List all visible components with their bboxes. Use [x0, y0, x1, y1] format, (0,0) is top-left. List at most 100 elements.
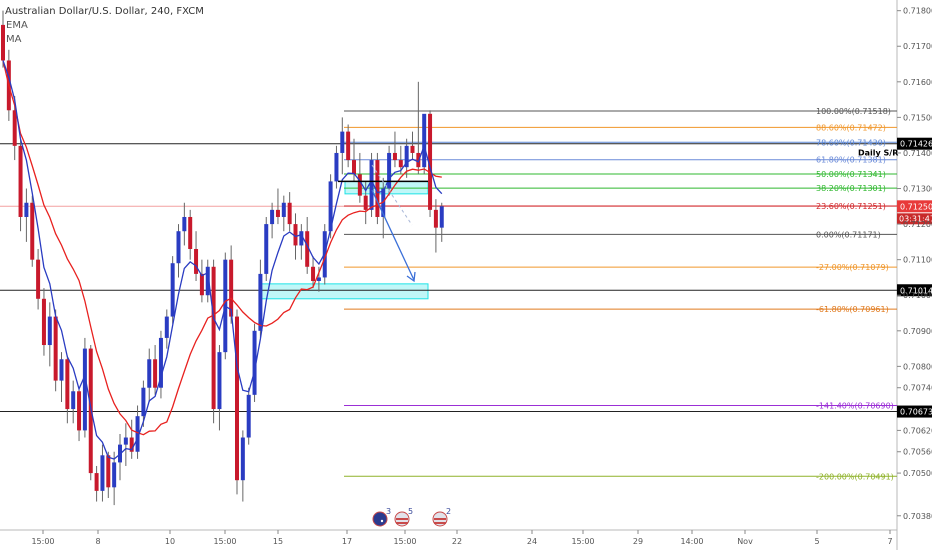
- candle-body: [77, 391, 82, 431]
- candle-body: [433, 209, 438, 228]
- candle-body: [106, 455, 111, 488]
- candle-body: [112, 462, 117, 488]
- ma-layer: [2, 60, 443, 460]
- fib-level-label: 61.80%(0.71381): [816, 156, 886, 165]
- countdown-tag: [897, 213, 932, 225]
- candle-body: [71, 391, 76, 410]
- time-tick-label: 5: [814, 537, 819, 546]
- event-flag-icon[interactable]: 2: [432, 507, 451, 527]
- event-flag-circle: [372, 511, 388, 527]
- candle-body: [59, 359, 64, 381]
- candle-body: [12, 110, 17, 146]
- sr-level-note: Daily S/R: [858, 149, 898, 158]
- sr-level-tag: [897, 284, 932, 297]
- fib-level-label: 88.60%(0.71472): [816, 123, 886, 132]
- projection-arrow-head: [406, 271, 416, 283]
- fib-layer: 100.00%(0.71518) 88.60%(0.71472) 78.60%(0.…: [344, 107, 897, 481]
- event-flag-stripe: [396, 522, 408, 524]
- candle-body: [410, 145, 415, 153]
- time-axis[interactable]: 15:00 8 10 15:00 15 17 15:00 22 24 15:00 29 14:00 No…: [31, 530, 893, 546]
- time-tick-label: 15: [273, 537, 283, 546]
- sr-level-tag: [897, 137, 932, 150]
- candle-body: [398, 160, 403, 168]
- fib-level-label: -61.80%(0.70961): [816, 305, 889, 314]
- current-price-tag: [897, 200, 932, 213]
- event-flag-star: [380, 519, 384, 523]
- grid-layer: [0, 0, 898, 550]
- time-tick-label: Nov: [737, 537, 753, 546]
- sr-level-tag: [897, 405, 932, 418]
- candle-body: [41, 298, 46, 346]
- candle-body: [229, 259, 234, 317]
- zones-layer: [258, 180, 429, 300]
- candle-body: [65, 359, 70, 410]
- sr-level-label: 0.71426: [900, 140, 932, 149]
- candle-body: [47, 316, 52, 346]
- candle-body: [164, 316, 169, 338]
- projection-arrow-line: [371, 189, 415, 281]
- candle-body: [235, 316, 239, 481]
- candle-body: [258, 273, 263, 331]
- candle-body: [375, 160, 380, 217]
- time-tick-label: 15:00: [393, 537, 416, 546]
- annotations-layer: [338, 164, 428, 283]
- candle-body: [188, 216, 193, 249]
- candle-body: [82, 348, 87, 431]
- current-price-label: 0.71250: [900, 202, 932, 211]
- time-tick-label: 15:00: [213, 537, 236, 546]
- candle-body: [305, 231, 310, 267]
- countdown-label: 03:31:47: [899, 214, 932, 223]
- fib-level-label: -27.00%(0.71079): [816, 263, 889, 272]
- candle-body: [211, 266, 216, 410]
- candle-body: [422, 113, 427, 168]
- candle-body: [217, 352, 222, 410]
- candle-body: [18, 145, 23, 217]
- candle-body: [205, 266, 210, 296]
- candle-body: [392, 152, 397, 161]
- candle-body: [404, 145, 409, 168]
- candle-body: [287, 202, 292, 225]
- candle-body: [94, 473, 99, 491]
- time-tick-label: 15:00: [571, 537, 594, 546]
- fib-level-label: 78.60%(0.71430): [816, 138, 886, 147]
- indicator-ema-label[interactable]: EMA: [6, 20, 28, 31]
- fib-level-label: 23.60%(0.71251): [816, 202, 886, 211]
- time-tick-label: 24: [527, 537, 537, 546]
- candle-body: [182, 216, 187, 232]
- candle-body: [123, 437, 128, 445]
- indicator-ma-label[interactable]: MA: [6, 34, 22, 45]
- support-zone: [258, 283, 429, 300]
- candle-body: [293, 224, 298, 246]
- candle-body: [439, 206, 444, 228]
- event-flag-icon[interactable]: 5: [394, 507, 413, 527]
- candle-body: [141, 387, 146, 417]
- candle-body: [170, 263, 175, 317]
- candles-layer: [1, 10, 444, 506]
- time-tick-label: 10: [165, 537, 175, 546]
- event-count: 3: [386, 507, 391, 516]
- candle-body: [275, 209, 280, 217]
- events-layer[interactable]: 3 5 2: [372, 507, 451, 527]
- candle-body: [176, 231, 181, 264]
- projection-dashed-line: [371, 164, 413, 226]
- fib-level-label: -200.00%(0.70491): [816, 472, 894, 481]
- candle-body: [24, 202, 29, 217]
- time-tick-label: 8: [95, 537, 100, 546]
- fib-level-label: 100.00%(0.71518): [816, 107, 891, 116]
- event-flag-icon[interactable]: 3: [372, 507, 391, 527]
- candle-body: [1, 24, 5, 61]
- candle-body: [36, 259, 41, 299]
- candle-body: [311, 266, 316, 282]
